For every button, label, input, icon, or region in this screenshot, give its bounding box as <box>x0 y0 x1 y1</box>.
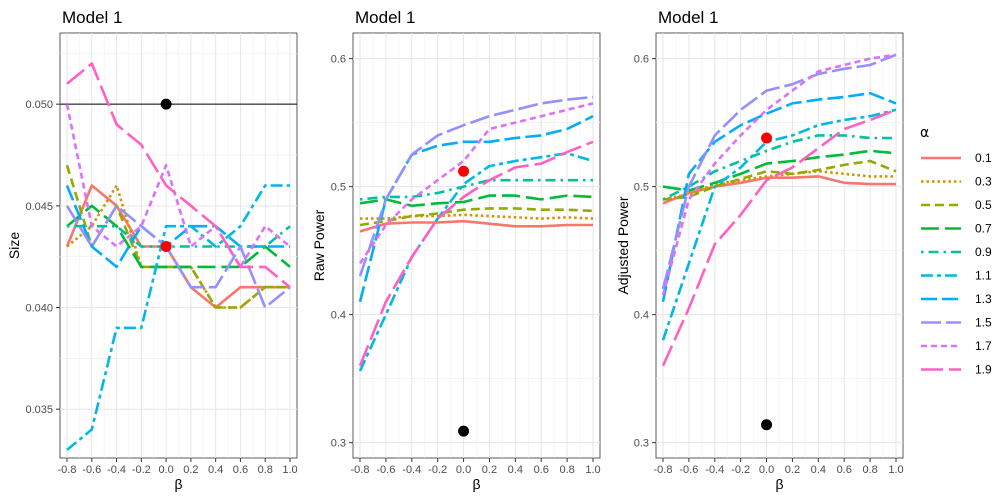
legend-label: 1.5 <box>975 316 992 330</box>
series-line-alpha-0.1 <box>359 219 593 233</box>
legend-label: 0.3 <box>975 175 992 189</box>
x-axis-title: β <box>174 476 182 492</box>
series-line-alpha-1.1 <box>661 108 897 341</box>
series-line-alpha-1.3 <box>661 91 897 303</box>
legend-label: 0.7 <box>975 222 992 236</box>
black-point <box>458 425 470 437</box>
series-line-alpha-1.9 <box>358 140 594 367</box>
x-tick-label: -0.2 <box>428 464 447 476</box>
panel-title: Model 1 <box>658 8 718 27</box>
panel-raw-power: 0.3 0.4 0.5 0.6 -0.8 -0.6 -0.4 -0.2 0.0 0.2 0.4 0.6… <box>311 8 601 492</box>
series-line-alpha-0.7 <box>359 194 594 208</box>
series-line-alpha-1.9 <box>66 62 291 289</box>
series-line-alpha-1.7 <box>358 102 594 265</box>
x-tick-label: 0.6 <box>534 464 549 476</box>
x-axis-title: β <box>775 476 783 492</box>
y-tick-label: 0.6 <box>331 54 346 66</box>
x-tick-label: 0.0 <box>759 464 774 476</box>
x-tick-label: -0.6 <box>679 464 698 476</box>
y-axis-title: Raw Power <box>311 209 327 281</box>
red-point <box>160 241 172 253</box>
x-tick-label: 1.0 <box>888 464 903 476</box>
x-tick-label: -0.4 <box>107 464 126 476</box>
series-line-alpha-1.5 <box>661 53 897 290</box>
legend-label: 0.5 <box>975 198 992 212</box>
x-tick-label: 0.8 <box>258 464 273 476</box>
x-tick-label: -0.4 <box>402 464 421 476</box>
x-tick-label: 0.2 <box>183 464 198 476</box>
y-tick-label: 0.6 <box>634 54 649 66</box>
legend-label: 1.3 <box>975 292 992 306</box>
x-tick-label: 0.4 <box>508 464 523 476</box>
x-tick-label: 0.4 <box>208 464 223 476</box>
series-line-alpha-0.3 <box>662 170 896 201</box>
x-axis-title: β <box>472 476 480 492</box>
x-tick-label: 0.2 <box>785 464 800 476</box>
series-line-alpha-0.3 <box>360 213 594 220</box>
x-tick-label: 0.6 <box>233 464 248 476</box>
panel-title: Model 1 <box>355 8 415 27</box>
x-tick-label: 0.0 <box>158 464 173 476</box>
series-line-alpha-0.5 <box>65 164 290 309</box>
x-tick-label: -0.2 <box>731 464 750 476</box>
y-tick-label: 0.050 <box>25 99 53 111</box>
legend-label: 1.1 <box>975 269 992 283</box>
x-tick-label: 0.0 <box>456 464 471 476</box>
black-point <box>160 98 172 110</box>
y-tick-label: 0.5 <box>331 182 346 194</box>
series-line-alpha-1.9 <box>661 108 897 367</box>
x-tick-label: 0.6 <box>837 464 852 476</box>
x-tick-label: -0.6 <box>82 464 101 476</box>
series-line-alpha-0.7 <box>662 149 897 192</box>
black-point <box>761 419 773 431</box>
y-tick-label: 0.3 <box>331 438 346 450</box>
y-tick-label: 0.5 <box>634 182 649 194</box>
series-line-alpha-0.5 <box>359 207 594 227</box>
legend-label: 1.9 <box>975 363 992 377</box>
y-tick-label: 0.4 <box>634 310 649 322</box>
x-tick-label: -0.4 <box>705 464 724 476</box>
series-line-alpha-1.1 <box>66 184 290 451</box>
x-tick-label: -0.8 <box>58 464 77 476</box>
x-tick-label: 0.4 <box>811 464 826 476</box>
x-tick-label: -0.8 <box>654 464 673 476</box>
x-tick-label: -0.6 <box>376 464 395 476</box>
red-point <box>458 165 470 177</box>
legend-label: 1.7 <box>975 339 992 353</box>
x-tick-label: 0.2 <box>482 464 497 476</box>
y-tick-label: 0.035 <box>25 404 53 416</box>
panel-title: Model 1 <box>62 8 122 27</box>
legend-label: 0.9 <box>975 245 992 259</box>
x-tick-label: -0.2 <box>132 464 151 476</box>
red-point <box>761 132 773 144</box>
x-tick-label: -0.8 <box>351 464 370 476</box>
x-tick-label: 0.8 <box>862 464 877 476</box>
series-line-alpha-0.9 <box>359 178 593 201</box>
series-line-alpha-1.7 <box>661 53 897 296</box>
x-tick-label: 1.0 <box>585 464 600 476</box>
panel-size: 0.035 0.040 0.045 0.050 -0.8 -0.6 -0.4 -0.2 0.0 0… <box>6 8 298 492</box>
y-tick-label: 0.040 <box>25 303 53 315</box>
legend-label: 0.1 <box>975 151 992 165</box>
x-tick-label: 1.0 <box>282 464 297 476</box>
series-line-alpha-0.9 <box>662 134 896 201</box>
y-tick-label: 0.3 <box>634 438 649 450</box>
y-tick-label: 0.4 <box>331 310 346 322</box>
series-line-alpha-1.5 <box>358 95 594 277</box>
y-tick-label: 0.045 <box>25 201 53 213</box>
panel-adjusted-power: 0.3 0.4 0.5 0.6 -0.8 -0.6 -0.4 -0.2 0.0 0.2 0.4 0.6… <box>615 8 904 492</box>
legend: α 0.1 0.3 0.5 0.7 0.9 1.1 1.3 1.5 1.7 1.9 <box>920 125 992 377</box>
series-line-alpha-1.7 <box>65 103 291 269</box>
series-line-alpha-1.5 <box>65 204 291 309</box>
x-tick-label: 0.8 <box>559 464 574 476</box>
y-axis-title: Adjusted Power <box>615 196 631 294</box>
legend-title: α <box>920 125 929 141</box>
y-axis-title: Size <box>6 232 22 259</box>
